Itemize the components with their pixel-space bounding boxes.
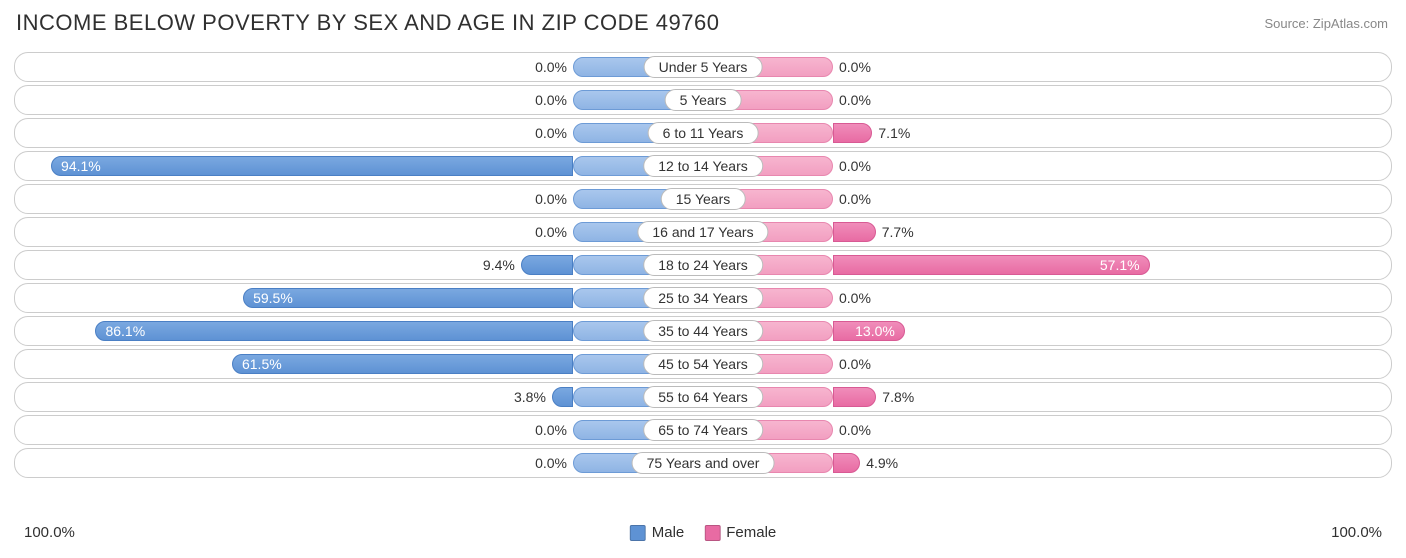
female-pct-label: 13.0% xyxy=(855,323,895,339)
male-value-bar xyxy=(95,321,573,341)
male-pct-label: 0.0% xyxy=(535,224,567,240)
chart-row: 0.0% 0.0% 65 to 74 Years xyxy=(14,415,1392,445)
chart-row: 3.8% 7.8% 55 to 64 Years xyxy=(14,382,1392,412)
male-value-bar xyxy=(552,387,573,407)
legend: Male Female xyxy=(630,524,777,541)
source-attribution: Source: ZipAtlas.com xyxy=(1264,16,1388,31)
chart-body: 0.0%0.0%Under 5 Years0.0%0.0%5 Years0.0%… xyxy=(14,52,1392,514)
male-pct-label: 0.0% xyxy=(535,191,567,207)
chart-row: 59.5% 0.0% 25 to 34 Years xyxy=(14,283,1392,313)
chart-row: 9.4% 57.1% 18 to 24 Years xyxy=(14,250,1392,280)
age-group-label: 45 to 54 Years xyxy=(643,353,763,375)
male-pct-label: 9.4% xyxy=(483,257,515,273)
chart-row: 0.0% 0.0% 5 Years xyxy=(14,85,1392,115)
legend-male-label: Male xyxy=(652,524,685,541)
female-pct-label: 4.9% xyxy=(866,455,898,471)
age-group-label: 75 Years and over xyxy=(632,452,775,474)
legend-female-label: Female xyxy=(726,524,776,541)
female-pct-label: 0.0% xyxy=(839,191,871,207)
female-value-bar xyxy=(833,222,876,242)
male-pct-label: 59.5% xyxy=(253,290,293,306)
female-pct-label: 0.0% xyxy=(839,290,871,306)
age-group-label: 25 to 34 Years xyxy=(643,287,763,309)
female-value-bar xyxy=(833,387,876,407)
age-group-label: 12 to 14 Years xyxy=(643,155,763,177)
female-pct-label: 7.7% xyxy=(882,224,914,240)
age-group-label: 6 to 11 Years xyxy=(648,122,759,144)
chart-row: 61.5% 0.0% 45 to 54 Years xyxy=(14,349,1392,379)
age-group-label: 16 and 17 Years xyxy=(637,221,768,243)
age-group-label: 55 to 64 Years xyxy=(643,386,763,408)
age-group-label: 18 to 24 Years xyxy=(643,254,763,276)
chart-row: 0.0% 4.9% 75 Years and over xyxy=(14,448,1392,478)
female-pct-label: 0.0% xyxy=(839,92,871,108)
female-swatch-icon xyxy=(704,525,720,541)
chart-row: 86.1% 13.0% 35 to 44 Years xyxy=(14,316,1392,346)
age-group-label: 5 Years xyxy=(665,89,742,111)
chart-row: 0.0% 0.0% Under 5 Years xyxy=(14,52,1392,82)
legend-male: Male xyxy=(630,524,685,541)
age-group-label: Under 5 Years xyxy=(644,56,763,78)
female-value-bar xyxy=(833,453,860,473)
chart-footer: 100.0% Male Female 100.0% xyxy=(14,524,1392,548)
female-pct-label: 57.1% xyxy=(1100,257,1140,273)
male-pct-label: 0.0% xyxy=(535,125,567,141)
male-value-bar xyxy=(51,156,573,176)
male-pct-label: 0.0% xyxy=(535,455,567,471)
female-pct-label: 0.0% xyxy=(839,422,871,438)
chart-title: INCOME BELOW POVERTY BY SEX AND AGE IN Z… xyxy=(16,10,719,36)
female-pct-label: 0.0% xyxy=(839,59,871,75)
legend-female: Female xyxy=(704,524,776,541)
female-pct-label: 7.8% xyxy=(882,389,914,405)
chart-row: 0.0% 0.0% 15 Years xyxy=(14,184,1392,214)
male-pct-label: 86.1% xyxy=(105,323,145,339)
axis-left-label: 100.0% xyxy=(24,524,75,541)
age-group-label: 15 Years xyxy=(661,188,746,210)
age-group-label: 35 to 44 Years xyxy=(643,320,763,342)
chart-row: 94.1% 0.0% 12 to 14 Years xyxy=(14,151,1392,181)
female-pct-label: 0.0% xyxy=(839,356,871,372)
axis-right-label: 100.0% xyxy=(1331,524,1382,541)
male-pct-label: 94.1% xyxy=(61,158,101,174)
female-pct-label: 7.1% xyxy=(878,125,910,141)
female-value-bar xyxy=(833,123,872,143)
chart-row: 0.0% 7.7% 16 and 17 Years xyxy=(14,217,1392,247)
male-pct-label: 3.8% xyxy=(514,389,546,405)
age-group-label: 65 to 74 Years xyxy=(643,419,763,441)
male-pct-label: 0.0% xyxy=(535,92,567,108)
male-pct-label: 0.0% xyxy=(535,422,567,438)
male-value-bar xyxy=(232,354,573,374)
male-pct-label: 0.0% xyxy=(535,59,567,75)
male-pct-label: 61.5% xyxy=(242,356,282,372)
chart-row: 0.0% 7.1% 6 to 11 Years xyxy=(14,118,1392,148)
male-value-bar xyxy=(521,255,573,275)
female-pct-label: 0.0% xyxy=(839,158,871,174)
male-swatch-icon xyxy=(630,525,646,541)
